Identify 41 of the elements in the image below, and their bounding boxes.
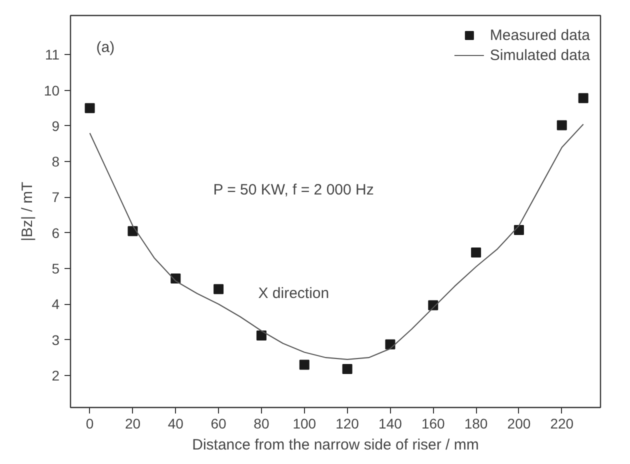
- y-tick-label: 10: [44, 82, 60, 98]
- x-tick-label: 20: [124, 416, 141, 432]
- point: [385, 339, 396, 350]
- point: [299, 360, 310, 370]
- point: [342, 364, 352, 374]
- y-tick-label: 9: [52, 118, 60, 134]
- x-tick-label: 80: [254, 416, 270, 432]
- x-tick-label: 200: [507, 416, 531, 432]
- point: [471, 247, 482, 258]
- x-tick-label: 160: [421, 416, 446, 432]
- legend-label: Simulated data: [490, 46, 590, 64]
- x-tick-label: 180: [464, 416, 488, 432]
- annotation: P = 50 KW, f = 2 000 Hz: [213, 182, 374, 199]
- x-axis-title: Distance from the narrow side of riser / mm: [192, 436, 479, 454]
- x-tick-label: 100: [292, 416, 316, 432]
- y-tick-label: 3: [52, 332, 60, 348]
- point: [214, 284, 224, 294]
- y-tick-label: 7: [52, 189, 60, 206]
- x-tick-label: 60: [210, 416, 227, 432]
- x-tick-label: 0: [86, 416, 94, 432]
- point: [514, 225, 524, 236]
- point: [84, 103, 95, 114]
- line-series: [89, 124, 584, 360]
- x-tick-label: 40: [168, 416, 184, 432]
- point: [578, 93, 588, 104]
- x-tick-label: 140: [378, 416, 402, 432]
- legend-label: Measured data: [490, 26, 590, 44]
- point: [128, 226, 138, 236]
- point: [256, 330, 266, 341]
- y-tick-label: 5: [52, 260, 60, 277]
- y-tick-label: 2: [52, 367, 60, 384]
- y-tick-label: 11: [44, 46, 60, 63]
- y-axis-title: |Bz| / mT: [18, 182, 36, 242]
- x-tick-label: 120: [336, 416, 360, 432]
- point: [556, 120, 567, 130]
- y-tick-label: 8: [52, 154, 60, 170]
- y-tick-label: 6: [52, 224, 60, 241]
- x-tick-label: 220: [550, 416, 574, 432]
- annotation: X direction: [258, 284, 330, 302]
- annotation: (a): [96, 39, 115, 56]
- y-tick-label: 4: [52, 296, 60, 312]
